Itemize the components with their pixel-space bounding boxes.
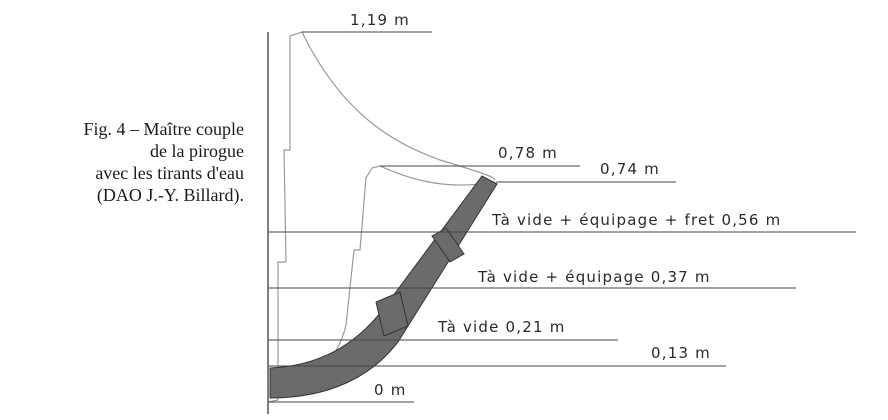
label-074: 0,74 m — [600, 160, 660, 178]
label-013: 0,13 m — [651, 344, 711, 362]
label-0: 0 m — [374, 381, 407, 399]
outer-profile-line — [267, 31, 496, 403]
label-078: 0,78 m — [498, 144, 558, 162]
hull-section — [269, 175, 498, 399]
caption-line-1: Fig. 4 – Maître couple — [83, 119, 244, 139]
caption-line-2: de la pirogue — [150, 141, 244, 161]
label-119: 1,19 m — [350, 11, 410, 29]
caption-line-3: avec les tirants d'eau — [95, 163, 244, 183]
hull-block-low — [375, 291, 409, 337]
figure-caption: Fig. 4 – Maître couple de la pirogue ave… — [0, 118, 244, 206]
label-draught-full-load: Tà vide + équipage + fret 0,56 m — [491, 211, 781, 229]
caption-line-4: (DAO J.-Y. Billard). — [96, 185, 244, 205]
hull-block-high — [431, 227, 465, 263]
label-draught-crew: Tà vide + équipage 0,37 m — [477, 268, 711, 286]
label-draught-empty: Tà vide 0,21 m — [437, 318, 566, 336]
